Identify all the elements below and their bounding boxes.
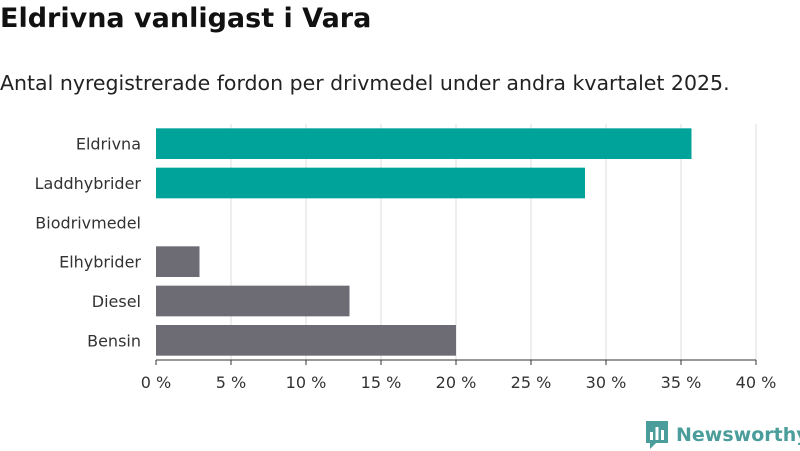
chart-subtitle: Antal nyregistrerade fordon per drivmede… bbox=[0, 71, 730, 95]
bar-eldrivna bbox=[156, 128, 692, 160]
bar-elhybrider bbox=[156, 246, 200, 278]
bar-laddhybrider bbox=[156, 167, 585, 199]
x-tick-label: 15 % bbox=[361, 373, 402, 392]
x-tick-label: 40 % bbox=[736, 373, 777, 392]
category-label: Biodrivmedel bbox=[35, 213, 141, 232]
category-label: Bensin bbox=[87, 331, 141, 350]
x-tick-label: 0 % bbox=[141, 373, 171, 392]
chart-title: Eldrivna vanligast i Vara bbox=[0, 3, 372, 34]
x-tick-label: 35 % bbox=[661, 373, 702, 392]
x-tick-label: 10 % bbox=[286, 373, 327, 392]
newsworthy-brand: Newsworthy bbox=[644, 419, 800, 451]
category-label: Eldrivna bbox=[76, 135, 141, 154]
category-label: Diesel bbox=[92, 292, 141, 311]
newsworthy-logo-icon bbox=[646, 421, 668, 449]
category-label: Laddhybrider bbox=[35, 174, 142, 193]
x-tick-label: 30 % bbox=[586, 373, 627, 392]
brand-name: Newsworthy bbox=[676, 424, 800, 446]
bar-bensin bbox=[156, 324, 456, 356]
x-tick-label: 25 % bbox=[511, 373, 552, 392]
bar-diesel bbox=[156, 285, 350, 317]
x-tick-label: 20 % bbox=[436, 373, 477, 392]
category-label: Elhybrider bbox=[59, 253, 141, 272]
x-tick-label: 5 % bbox=[216, 373, 246, 392]
